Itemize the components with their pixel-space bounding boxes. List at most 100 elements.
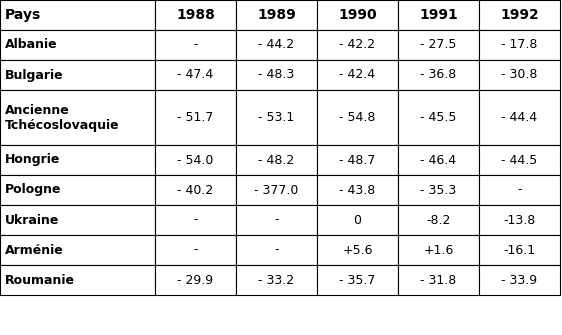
Bar xyxy=(155,235,236,265)
Bar xyxy=(317,265,398,295)
Bar xyxy=(236,90,317,145)
Bar xyxy=(317,30,398,60)
Text: - 30.8: - 30.8 xyxy=(501,68,538,81)
Bar xyxy=(317,205,398,235)
Bar xyxy=(155,175,236,205)
Bar xyxy=(398,145,479,175)
Text: - 35.3: - 35.3 xyxy=(420,184,456,197)
Bar xyxy=(398,90,479,145)
Text: - 35.7: - 35.7 xyxy=(339,273,375,286)
Bar xyxy=(236,265,317,295)
Text: Ancienne
Tchécoslovaquie: Ancienne Tchécoslovaquie xyxy=(5,104,120,132)
Bar xyxy=(236,0,317,30)
Text: 1990: 1990 xyxy=(338,8,377,22)
Text: -16.1: -16.1 xyxy=(504,244,536,257)
Bar xyxy=(398,205,479,235)
Text: -: - xyxy=(193,244,198,257)
Text: -: - xyxy=(274,213,279,226)
Text: - 40.2: - 40.2 xyxy=(178,184,214,197)
Text: Pologne: Pologne xyxy=(5,184,61,197)
Text: Albanie: Albanie xyxy=(5,39,58,52)
Text: - 44.5: - 44.5 xyxy=(501,153,538,166)
Bar xyxy=(155,60,236,90)
Bar xyxy=(398,60,479,90)
Bar xyxy=(479,265,560,295)
Bar xyxy=(479,175,560,205)
Bar xyxy=(479,60,560,90)
Bar xyxy=(0,175,155,205)
Bar xyxy=(236,205,317,235)
Bar xyxy=(0,235,155,265)
Text: 0: 0 xyxy=(353,213,361,226)
Bar xyxy=(0,30,155,60)
Text: - 27.5: - 27.5 xyxy=(420,39,457,52)
Bar xyxy=(155,90,236,145)
Text: -8.2: -8.2 xyxy=(427,213,451,226)
Text: -: - xyxy=(193,213,198,226)
Bar xyxy=(398,30,479,60)
Text: - 47.4: - 47.4 xyxy=(178,68,214,81)
Text: - 46.4: - 46.4 xyxy=(420,153,456,166)
Text: Arménie: Arménie xyxy=(5,244,64,257)
Bar xyxy=(0,0,155,30)
Text: - 48.3: - 48.3 xyxy=(259,68,294,81)
Text: - 42.2: - 42.2 xyxy=(339,39,375,52)
Bar xyxy=(236,30,317,60)
Bar xyxy=(0,205,155,235)
Text: -13.8: -13.8 xyxy=(504,213,536,226)
Text: 1991: 1991 xyxy=(419,8,458,22)
Bar xyxy=(0,60,155,90)
Bar xyxy=(479,235,560,265)
Text: - 53.1: - 53.1 xyxy=(259,111,294,124)
Text: 1989: 1989 xyxy=(257,8,296,22)
Bar xyxy=(398,175,479,205)
Bar xyxy=(155,205,236,235)
Bar xyxy=(155,0,236,30)
Text: - 43.8: - 43.8 xyxy=(339,184,375,197)
Text: - 45.5: - 45.5 xyxy=(420,111,457,124)
Text: 1992: 1992 xyxy=(500,8,539,22)
Text: Ukraine: Ukraine xyxy=(5,213,60,226)
Text: +5.6: +5.6 xyxy=(342,244,373,257)
Bar xyxy=(236,145,317,175)
Bar xyxy=(317,145,398,175)
Bar xyxy=(0,145,155,175)
Text: -: - xyxy=(193,39,198,52)
Text: - 54.0: - 54.0 xyxy=(178,153,214,166)
Text: - 33.2: - 33.2 xyxy=(259,273,294,286)
Bar xyxy=(479,205,560,235)
Bar xyxy=(479,30,560,60)
Bar xyxy=(479,145,560,175)
Text: - 377.0: - 377.0 xyxy=(255,184,298,197)
Bar xyxy=(317,175,398,205)
Bar xyxy=(398,235,479,265)
Bar xyxy=(479,90,560,145)
Bar xyxy=(0,90,155,145)
Bar xyxy=(0,265,155,295)
Text: - 33.9: - 33.9 xyxy=(501,273,538,286)
Bar xyxy=(155,145,236,175)
Bar xyxy=(317,0,398,30)
Bar xyxy=(236,60,317,90)
Text: - 48.2: - 48.2 xyxy=(259,153,294,166)
Bar xyxy=(155,30,236,60)
Text: - 31.8: - 31.8 xyxy=(420,273,456,286)
Text: Bulgarie: Bulgarie xyxy=(5,68,64,81)
Text: 1988: 1988 xyxy=(176,8,215,22)
Text: - 54.8: - 54.8 xyxy=(339,111,375,124)
Text: Hongrie: Hongrie xyxy=(5,153,60,166)
Bar xyxy=(155,265,236,295)
Text: - 44.4: - 44.4 xyxy=(501,111,538,124)
Text: - 42.4: - 42.4 xyxy=(339,68,375,81)
Text: - 17.8: - 17.8 xyxy=(501,39,538,52)
Text: Pays: Pays xyxy=(5,8,41,22)
Text: -: - xyxy=(274,244,279,257)
Bar xyxy=(317,60,398,90)
Text: - 29.9: - 29.9 xyxy=(178,273,214,286)
Bar xyxy=(479,0,560,30)
Bar xyxy=(236,175,317,205)
Bar xyxy=(317,235,398,265)
Text: - 51.7: - 51.7 xyxy=(178,111,214,124)
Bar xyxy=(236,235,317,265)
Text: +1.6: +1.6 xyxy=(423,244,454,257)
